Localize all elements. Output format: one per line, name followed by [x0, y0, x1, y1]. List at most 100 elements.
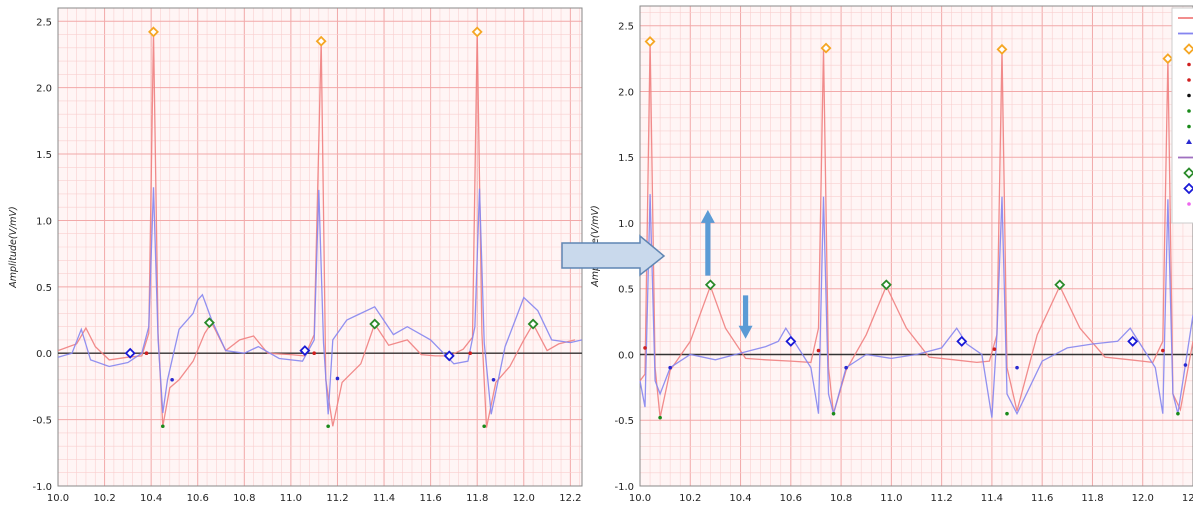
x-tick-label: 11.0: [280, 493, 302, 504]
j-point: [844, 365, 848, 370]
y-tick-label: 2.5: [618, 22, 634, 33]
q-point: [468, 351, 473, 356]
x-tick-label: 12.2: [559, 493, 581, 504]
j-point: [170, 377, 174, 382]
x-tick-label: 11.0: [880, 493, 902, 504]
x-tick-label: 12.0: [1132, 493, 1154, 504]
y-tick-label: -0.5: [614, 416, 634, 427]
legend-swatch-diamond: [1183, 43, 1193, 55]
q-point: [992, 347, 997, 352]
x-tick-label: 10.2: [679, 493, 701, 504]
annotation-overlay: [561, 209, 753, 339]
s-point: [326, 424, 330, 429]
q-point: [1161, 348, 1165, 353]
x-tick-label: 10.4: [140, 493, 162, 504]
r-peak-marker: [471, 26, 483, 38]
x-tick-label: 10.8: [233, 493, 255, 504]
legend-swatch-diamond: [1183, 167, 1193, 179]
blue-trace: [639, 194, 1193, 418]
y-tick-label: 0.5: [36, 283, 52, 294]
t-peak-marker: [880, 279, 892, 291]
x-tick-label: 10.0: [47, 493, 69, 504]
j-point: [1015, 365, 1019, 370]
y-tick-label: 2.0: [618, 87, 634, 98]
j-point: [1183, 363, 1188, 367]
s-point: [161, 424, 165, 429]
x-tick-label: 10.0: [629, 493, 651, 504]
down-arrow-icon: [738, 295, 753, 339]
r-peak-marker: [820, 42, 832, 54]
plot-area: [640, 6, 1193, 486]
r-peak-marker: [996, 43, 1008, 55]
blue-trace: [57, 187, 583, 415]
t-peak-marker: [704, 279, 716, 291]
t-peak-marker: [203, 317, 215, 329]
chart-legend: [1171, 7, 1193, 224]
y-tick-label: -1.0: [614, 482, 634, 493]
p-wave-marker: [956, 335, 968, 347]
y-tick-label: 2.5: [36, 17, 52, 28]
j-point: [668, 365, 672, 370]
legend-swatch-dot: [1187, 78, 1191, 82]
right-ecg-chart: 10.0 10.2 10.4 10.6 10.8 11.0 11.2 11.4 11.6 11.8…: [590, 5, 1193, 504]
y-tick-label: 0.0: [36, 349, 52, 360]
y-tick-label: 1.5: [618, 153, 634, 164]
p-wave-marker: [443, 350, 455, 362]
p-wave-marker: [1127, 335, 1139, 347]
s-point: [831, 411, 836, 416]
r-peak-marker: [644, 36, 656, 47]
y-tick-label: 0.0: [618, 350, 634, 361]
y-tick-label: 1.5: [36, 150, 52, 161]
x-tick-label: 12.0: [513, 493, 535, 504]
grid: [639, 6, 1193, 487]
legend-swatch-dot: [1187, 202, 1191, 206]
x-tick-label: 11.2: [931, 493, 953, 504]
t-peak-marker: [369, 318, 381, 330]
s-point: [658, 415, 662, 420]
t-peak-marker: [1054, 279, 1066, 291]
p-wave-marker: [124, 347, 136, 359]
y-tick-label: 1.0: [618, 219, 634, 230]
s-point: [482, 424, 486, 429]
j-point: [491, 377, 496, 382]
legend-swatch-dot: [1187, 93, 1191, 98]
x-tick-label: 10.4: [729, 493, 751, 504]
up-arrow-icon: [700, 209, 715, 276]
y-tick-label: 1.0: [36, 216, 52, 227]
p-wave-marker: [299, 345, 311, 357]
x-tick-label: 11.4: [981, 493, 1003, 504]
x-tick-label: 12.2: [1182, 493, 1193, 504]
r-peak-marker: [148, 26, 159, 38]
r-peak-marker: [315, 35, 327, 47]
r-peak-marker: [1162, 53, 1174, 65]
left-ecg-chart: 10.0 10.2 10.4 10.6 10.8 11.0 11.2 11.4 11.6 11.8…: [8, 7, 583, 504]
x-tick-label: 11.8: [1081, 493, 1103, 504]
legend-swatch-dot: [1187, 62, 1191, 67]
x-tick-label: 11.6: [419, 493, 441, 504]
y-tick-label: 2.0: [36, 84, 52, 95]
x-tick-label: 11.2: [326, 493, 348, 504]
x-tick-label: 11.4: [373, 493, 395, 504]
p-wave-marker: [785, 335, 797, 347]
y-axis-label: Amplitude(V/mV): [8, 206, 19, 289]
right-arrow-icon: [561, 234, 666, 277]
x-tick-label: 10.6: [780, 493, 802, 504]
red-trace: [57, 31, 576, 428]
x-tick-label: 10.6: [187, 493, 209, 504]
x-tick-label: 11.8: [466, 493, 488, 504]
legend-swatch-diamond: [1183, 182, 1193, 195]
s-point: [1005, 411, 1009, 416]
legend-swatch-dot: [1187, 124, 1191, 129]
q-point: [312, 351, 316, 356]
t-peak-marker: [527, 318, 539, 330]
y-tick-label: 0.5: [618, 285, 634, 296]
q-point: [643, 346, 647, 350]
legend-swatch-dot: [1187, 109, 1191, 113]
y-tick-label: -1.0: [32, 482, 52, 493]
j-point: [335, 376, 340, 381]
red-trace: [639, 41, 1193, 418]
q-point: [816, 348, 821, 353]
x-tick-label: 11.6: [1031, 493, 1053, 504]
q-point: [144, 351, 149, 356]
